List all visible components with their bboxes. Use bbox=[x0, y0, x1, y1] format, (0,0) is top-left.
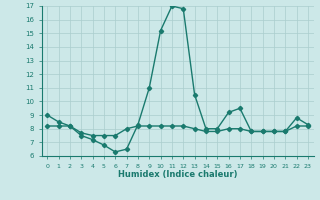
X-axis label: Humidex (Indice chaleur): Humidex (Indice chaleur) bbox=[118, 170, 237, 179]
